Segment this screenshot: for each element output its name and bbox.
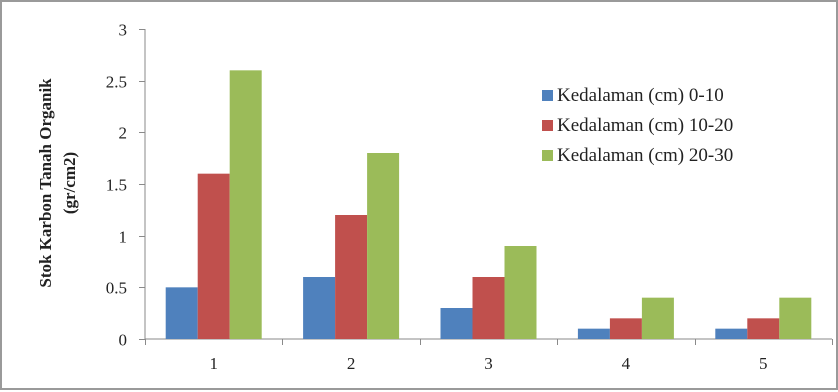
legend-swatch <box>542 120 553 131</box>
bar-series-3-cat-1 <box>229 70 262 339</box>
bar-series-1-cat-1 <box>165 287 198 339</box>
y-tick-label: 0 <box>119 331 128 350</box>
bar-series-2-cat-3 <box>472 277 505 339</box>
x-tick-label: 5 <box>759 354 768 373</box>
legend-label: Kedalaman (cm) 0-10 <box>557 85 724 106</box>
legend-swatch <box>542 90 553 101</box>
y-axis-label-line2: (gr/cm2) <box>60 152 79 214</box>
y-tick-label: 3 <box>119 21 128 40</box>
legend-label: Kedalaman (cm) 10-20 <box>557 115 733 136</box>
bar-series-2-cat-5 <box>747 318 780 339</box>
y-axis-label-line1: Stok Karbon Tanah Organik <box>36 78 55 288</box>
bar-series-2-cat-2 <box>335 215 368 339</box>
y-tick-label: 1 <box>119 228 128 247</box>
x-tick-label: 3 <box>484 354 493 373</box>
y-tick-label: 2 <box>119 124 128 143</box>
bar-series-1-cat-5 <box>715 328 748 339</box>
bar-series-1-cat-4 <box>577 328 610 339</box>
x-tick-label: 2 <box>347 354 356 373</box>
x-ticks: 1 2 3 4 5 <box>145 339 833 373</box>
y-tick-label: 2.5 <box>106 73 127 92</box>
y-axis-label: Stok Karbon Tanah Organik (gr/cm2) <box>36 78 79 288</box>
x-tick-label: 4 <box>622 354 631 373</box>
bar-series-3-cat-4 <box>641 297 674 339</box>
y-ticks: 0 0.5 1 1.5 2 2.5 3 <box>106 21 145 350</box>
bar-series-1-cat-3 <box>440 308 473 339</box>
bars <box>165 70 812 339</box>
y-tick-label: 1.5 <box>106 176 127 195</box>
bar-series-3-cat-3 <box>504 246 537 339</box>
bar-series-3-cat-2 <box>367 153 400 339</box>
legend-label: Kedalaman (cm) 20-30 <box>557 145 733 166</box>
bar-series-3-cat-5 <box>779 297 812 339</box>
y-tick-label: 0.5 <box>106 279 127 298</box>
bar-series-1-cat-2 <box>303 277 336 339</box>
legend: Kedalaman (cm) 0-10 Kedalaman (cm) 10-20 K… <box>542 85 733 166</box>
x-tick-label: 1 <box>209 354 218 373</box>
bar-series-2-cat-4 <box>609 318 642 339</box>
bar-series-2-cat-1 <box>197 173 230 339</box>
legend-swatch <box>542 150 553 161</box>
